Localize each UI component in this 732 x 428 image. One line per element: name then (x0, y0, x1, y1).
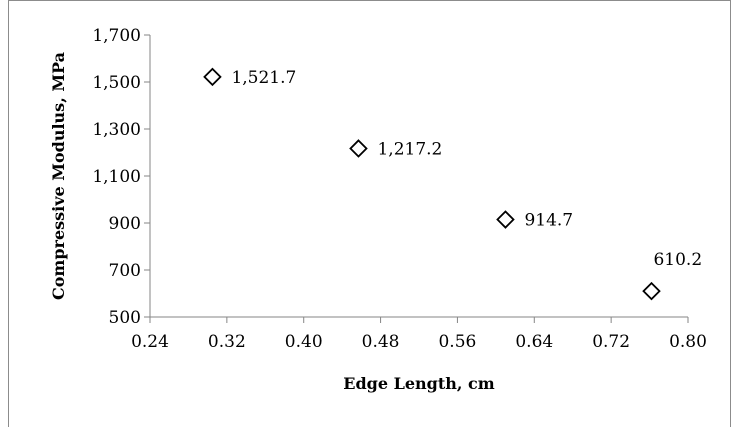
y-tick-label: 1,100 (92, 167, 141, 187)
x-axis-title: Edge Length, cm (343, 374, 494, 393)
y-tick-label: 1,700 (92, 26, 141, 46)
y-tick-label: 900 (109, 214, 141, 234)
y-tick-label: 1,300 (92, 120, 141, 140)
chart-frame (8, 0, 731, 427)
x-tick-label: 0.32 (208, 332, 246, 352)
data-label: 914.7 (524, 211, 573, 231)
y-tick-label: 500 (109, 308, 141, 328)
y-tick-label: 1,500 (92, 73, 141, 93)
data-label: 1,217.2 (377, 139, 442, 159)
y-tick-label: 700 (109, 261, 141, 281)
data-points: 1,521.7 1,217.2 914.7 610.2 (203, 67, 702, 301)
x-tick-label: 0.24 (131, 332, 169, 352)
data-label: 610.2 (653, 250, 702, 270)
x-tick-label: 0.80 (669, 332, 707, 352)
data-point-marker (203, 67, 222, 87)
x-ticks: 0.24 0.32 0.40 0.48 0.56 0.64 0.72 0.80 (131, 317, 707, 352)
data-point-marker (496, 210, 515, 229)
data-point-marker (349, 139, 368, 158)
x-tick-label: 0.40 (285, 332, 323, 352)
data-point-marker (642, 281, 661, 301)
y-axis-title: Compressive Modulus, MPa (49, 52, 68, 300)
x-tick-label: 0.48 (362, 332, 400, 352)
data-label: 1,521.7 (231, 68, 296, 88)
x-tick-label: 0.64 (515, 332, 553, 352)
x-tick-label: 0.72 (592, 332, 630, 352)
y-ticks: 500 700 900 1,100 1,300 1,500 1,700 (92, 26, 150, 328)
x-tick-label: 0.56 (438, 332, 476, 352)
